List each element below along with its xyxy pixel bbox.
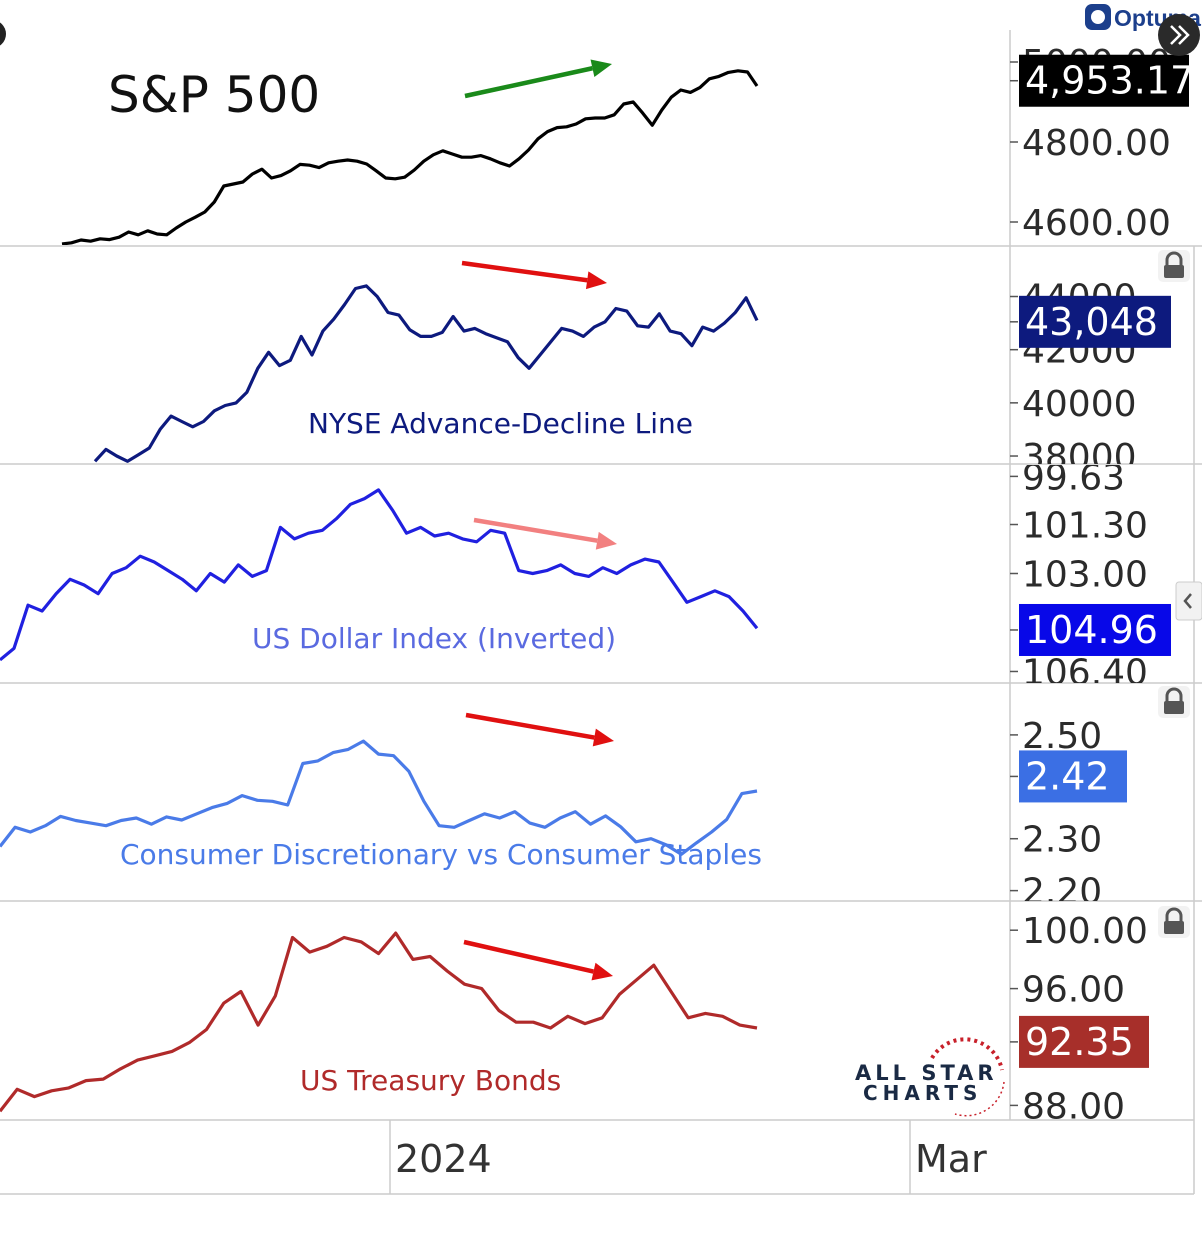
- brand-logo: Optuma: [1085, 4, 1201, 31]
- pane-2: NYSE Advance-Decline Line440004200040000…: [93, 260, 1171, 478]
- current-value-text: 2.42: [1025, 754, 1110, 798]
- lock-icon: [1165, 251, 1183, 265]
- pane-title: US Dollar Index (Inverted): [252, 622, 616, 655]
- series-line: [0, 739, 758, 856]
- double-chevron-right-icon: [1170, 25, 1190, 45]
- x-axis-label-mar: Mar: [915, 1137, 987, 1181]
- y-tick-label: 4800.00: [1022, 123, 1171, 164]
- y-tick-label: 100.00: [1022, 911, 1148, 952]
- pane-title: US Treasury Bonds: [300, 1064, 561, 1097]
- y-tick-label: 101.30: [1022, 506, 1148, 547]
- pane-title: NYSE Advance-Decline Line: [308, 407, 693, 440]
- lock-icon: [1165, 907, 1183, 921]
- y-tick-label: 99.63: [1022, 457, 1125, 498]
- current-value-text: 92.35: [1025, 1020, 1134, 1064]
- current-value-text: 4,953.17: [1025, 59, 1194, 103]
- current-value-badge: 43,048: [1010, 295, 1171, 348]
- current-value-badge: 104.96: [1010, 603, 1171, 656]
- lock-button-pane-5[interactable]: [1158, 906, 1190, 938]
- frame: [0, 30, 1202, 1195]
- y-tick-label: 96.00: [1022, 970, 1125, 1011]
- edge-handle[interactable]: [0, 20, 6, 48]
- y-tick-label: 103.00: [1022, 555, 1148, 596]
- current-value-badge: 4,953.17: [1010, 54, 1194, 107]
- y-tick-label: 40000: [1022, 384, 1137, 425]
- current-value-badge: 92.35: [1010, 1015, 1149, 1068]
- trend-arrow: [464, 59, 612, 99]
- pane-3: US Dollar Index (Inverted) 99.63 101.30 103…: [0, 457, 1171, 693]
- trend-arrow: [473, 517, 617, 550]
- y-tick-label: 2.50: [1022, 716, 1102, 757]
- current-value-badge: 2.42: [1010, 750, 1127, 803]
- pane-title: Consumer Discretionary vs Consumer Stapl…: [120, 838, 762, 871]
- series-line: [93, 284, 759, 463]
- current-value-text: 104.96: [1025, 608, 1158, 652]
- logo-line-2: CHARTS: [863, 1081, 982, 1105]
- series-line: [0, 488, 759, 662]
- all-star-charts-logo: ALL STAR CHARTS: [855, 1037, 1005, 1117]
- pane-title: S&P 500: [108, 66, 320, 124]
- y-tick-label: 106.40: [1022, 652, 1148, 693]
- lock-button-pane-4[interactable]: [1158, 686, 1190, 718]
- y-tick-label: 4600.00: [1022, 203, 1171, 244]
- y-tick-label: 2.30: [1022, 820, 1102, 861]
- trend-arrow: [461, 260, 607, 290]
- collapse-panel-button[interactable]: [1175, 581, 1202, 621]
- y-tick-label: 2.20: [1022, 872, 1102, 913]
- lock-icon: [1165, 687, 1183, 701]
- series-line: [61, 69, 759, 245]
- expand-button[interactable]: [1158, 14, 1200, 56]
- y-tick-label: 88.00: [1022, 1086, 1125, 1127]
- trend-arrow: [465, 712, 614, 747]
- series-line: [0, 931, 758, 1113]
- pane-4: Consumer Discretionary vs Consumer Stapl…: [0, 712, 1127, 913]
- x-axis-label-2024: 2024: [395, 1137, 492, 1181]
- pane-5: US Treasury Bonds 100.00 96.00 88.00 92.35: [0, 911, 1149, 1127]
- chevron-left-icon: [1183, 593, 1192, 609]
- y-tick-label: 38000: [1022, 437, 1137, 478]
- trend-arrow: [463, 939, 613, 981]
- current-value-text: 43,048: [1025, 300, 1158, 344]
- logo-line-1: ALL STAR: [855, 1061, 998, 1085]
- lock-button-pane-2[interactable]: [1158, 250, 1190, 282]
